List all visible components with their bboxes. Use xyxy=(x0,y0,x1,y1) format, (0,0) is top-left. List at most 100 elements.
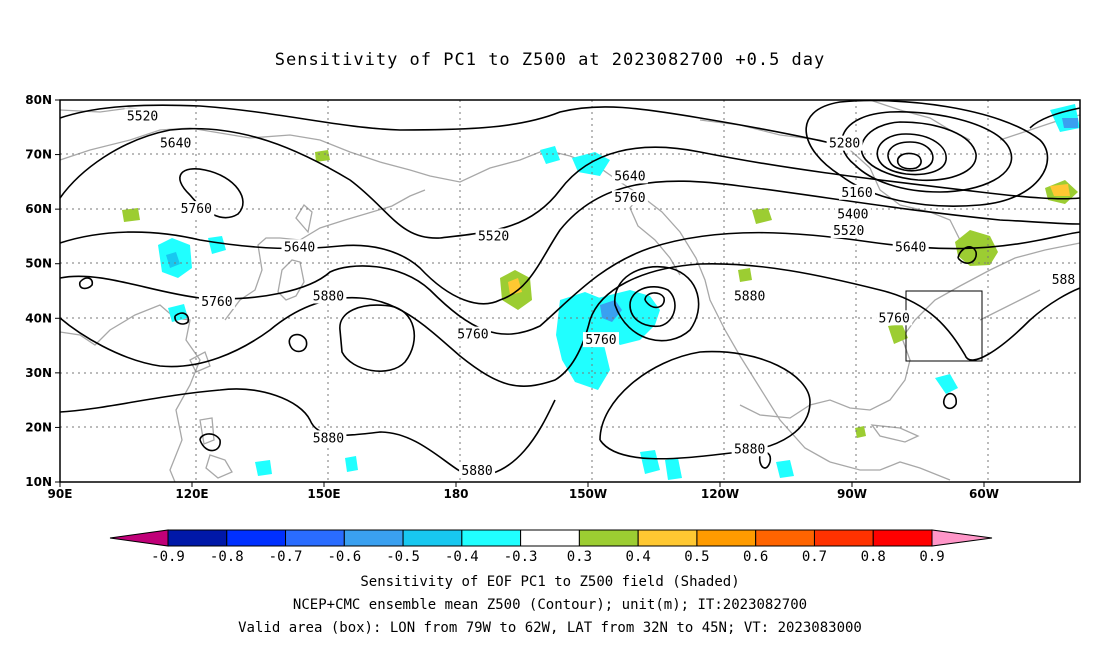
lon-label: 120E xyxy=(175,487,208,501)
colorbar-label: -0.4 xyxy=(445,549,479,565)
lat-label: 60N xyxy=(25,202,52,216)
lon-label: 90E xyxy=(48,487,73,501)
lon-label: 150W xyxy=(569,487,607,501)
contour-label-bg xyxy=(198,293,235,309)
contour-label-bg xyxy=(281,239,318,255)
colorbar-swatch xyxy=(343,529,404,547)
contour-label-bg xyxy=(611,190,648,206)
contour-label: 5880 xyxy=(459,463,496,479)
colorbar-swatch xyxy=(696,529,757,547)
colorbar-label: -0.9 xyxy=(151,549,185,565)
colorbar-swatch xyxy=(402,529,463,547)
contour-label-text: 5760 xyxy=(181,202,212,217)
contour-label-text: 5760 xyxy=(457,328,488,343)
contour-label-text: 588 xyxy=(1052,273,1075,288)
contour-label: 588 xyxy=(1049,272,1078,288)
sensitivity-shading xyxy=(122,104,1080,480)
contour-label: 5880 xyxy=(731,288,768,304)
contour-label: 5640 xyxy=(281,239,318,255)
contour-label: 5640 xyxy=(157,135,194,152)
colorbar-swatch xyxy=(755,529,815,547)
contour-label: 5760 xyxy=(198,293,235,310)
colorbar-swatch xyxy=(578,529,639,547)
contour-label-text: 5640 xyxy=(160,137,191,152)
colorbar-label: 0.3 xyxy=(567,549,592,565)
contour-label-text: 5160 xyxy=(841,186,872,201)
colorbar-swatch xyxy=(637,529,698,547)
colorbar-swatch xyxy=(872,529,933,547)
contour-label-bg xyxy=(310,288,347,304)
contour-label-bg xyxy=(454,326,491,342)
contour-label-text: 5760 xyxy=(614,191,645,206)
colorbar-swatch xyxy=(226,529,287,547)
colorbar-label: -0.3 xyxy=(504,549,538,565)
contour-label-text: 5760 xyxy=(585,333,616,348)
contour-label-text: 5640 xyxy=(614,169,645,184)
contour-label-text: 5520 xyxy=(833,224,864,239)
graticule xyxy=(60,100,1080,482)
colorbar-swatch xyxy=(285,529,345,547)
colorbar-label: 0.7 xyxy=(802,549,827,565)
contour-label-bg xyxy=(826,135,863,151)
contour-label: 5280 xyxy=(826,135,863,152)
contour-label-text: 5400 xyxy=(837,208,868,223)
colorbar-low-arrow xyxy=(109,529,169,547)
z500-contours xyxy=(59,99,1081,477)
contour-label: 5880 xyxy=(310,288,347,304)
contour-label: 5760 xyxy=(582,332,619,348)
lon-label: 90W xyxy=(837,487,867,501)
colorbar-label: 0.9 xyxy=(919,549,944,565)
contour-label-bg xyxy=(834,206,871,222)
colorbar-label: -0.5 xyxy=(386,549,420,565)
contour-label-bg xyxy=(310,430,347,446)
contour-label-bg xyxy=(731,288,768,304)
lat-label: 70N xyxy=(25,148,52,162)
contour-label: 5760 xyxy=(611,190,648,206)
lat-label: 50N xyxy=(25,257,52,271)
colorbar-label: 0.8 xyxy=(861,549,886,565)
contour-label-bg xyxy=(839,184,876,200)
contour-label-text: 5520 xyxy=(478,229,509,244)
contour-label: 5640 xyxy=(611,168,648,184)
colorbar-label: -0.7 xyxy=(269,549,303,565)
colorbar-label: -0.6 xyxy=(327,549,361,565)
contour-label-bg xyxy=(582,332,619,348)
contour-label: 5400 xyxy=(834,206,871,223)
contour-label-bg xyxy=(475,228,512,244)
lat-label: 40N xyxy=(25,311,52,325)
colorbar-high-arrow xyxy=(931,529,993,547)
contour-label-text: 5880 xyxy=(313,289,344,304)
map-frame xyxy=(59,99,1081,483)
contour-label-text: 5760 xyxy=(201,295,232,310)
contour-label-text: 5280 xyxy=(829,137,860,152)
longitude-axis: 90E 120E 150E 180 150W 120W 90W 60W xyxy=(48,482,999,501)
contour-label: 5880 xyxy=(310,430,347,446)
lat-label: 10N xyxy=(25,475,52,489)
contour-label-bg xyxy=(124,108,161,124)
lat-label: 80N xyxy=(25,93,52,107)
contour-label: 5760 xyxy=(454,326,491,343)
contour-label-text: 5880 xyxy=(313,431,344,446)
colorbar-swatch xyxy=(461,529,522,547)
contour-label-bg xyxy=(1049,272,1078,288)
contour-label-bg xyxy=(178,201,215,217)
contour-label-text: 5520 xyxy=(127,109,158,124)
contour-label-bg xyxy=(459,463,496,479)
colorbar: -0.9 -0.8 -0.7 -0.6 -0.5 -0.4 -0.3 0.3 0.4 0.5 0.6… xyxy=(109,529,993,565)
contour-label: 5520 xyxy=(830,222,867,239)
colorbar-swatch xyxy=(520,529,580,547)
contour-label: 5520 xyxy=(475,228,512,244)
colorbar-label: 0.5 xyxy=(684,549,709,565)
lat-label: 30N xyxy=(25,366,52,380)
contour-label-bg xyxy=(892,239,929,255)
caption-shaded: Sensitivity of EOF PC1 to Z500 field (Sh… xyxy=(360,574,740,590)
colorbar-label: 0.4 xyxy=(626,549,651,565)
contour-label-bg xyxy=(731,441,768,457)
contour-label: 5760 xyxy=(178,201,215,217)
contour-label-bg xyxy=(611,168,648,184)
colorbar-label: 0.6 xyxy=(743,549,768,565)
lon-label: 120W xyxy=(701,487,739,501)
contour-label: 5640 xyxy=(892,239,929,255)
